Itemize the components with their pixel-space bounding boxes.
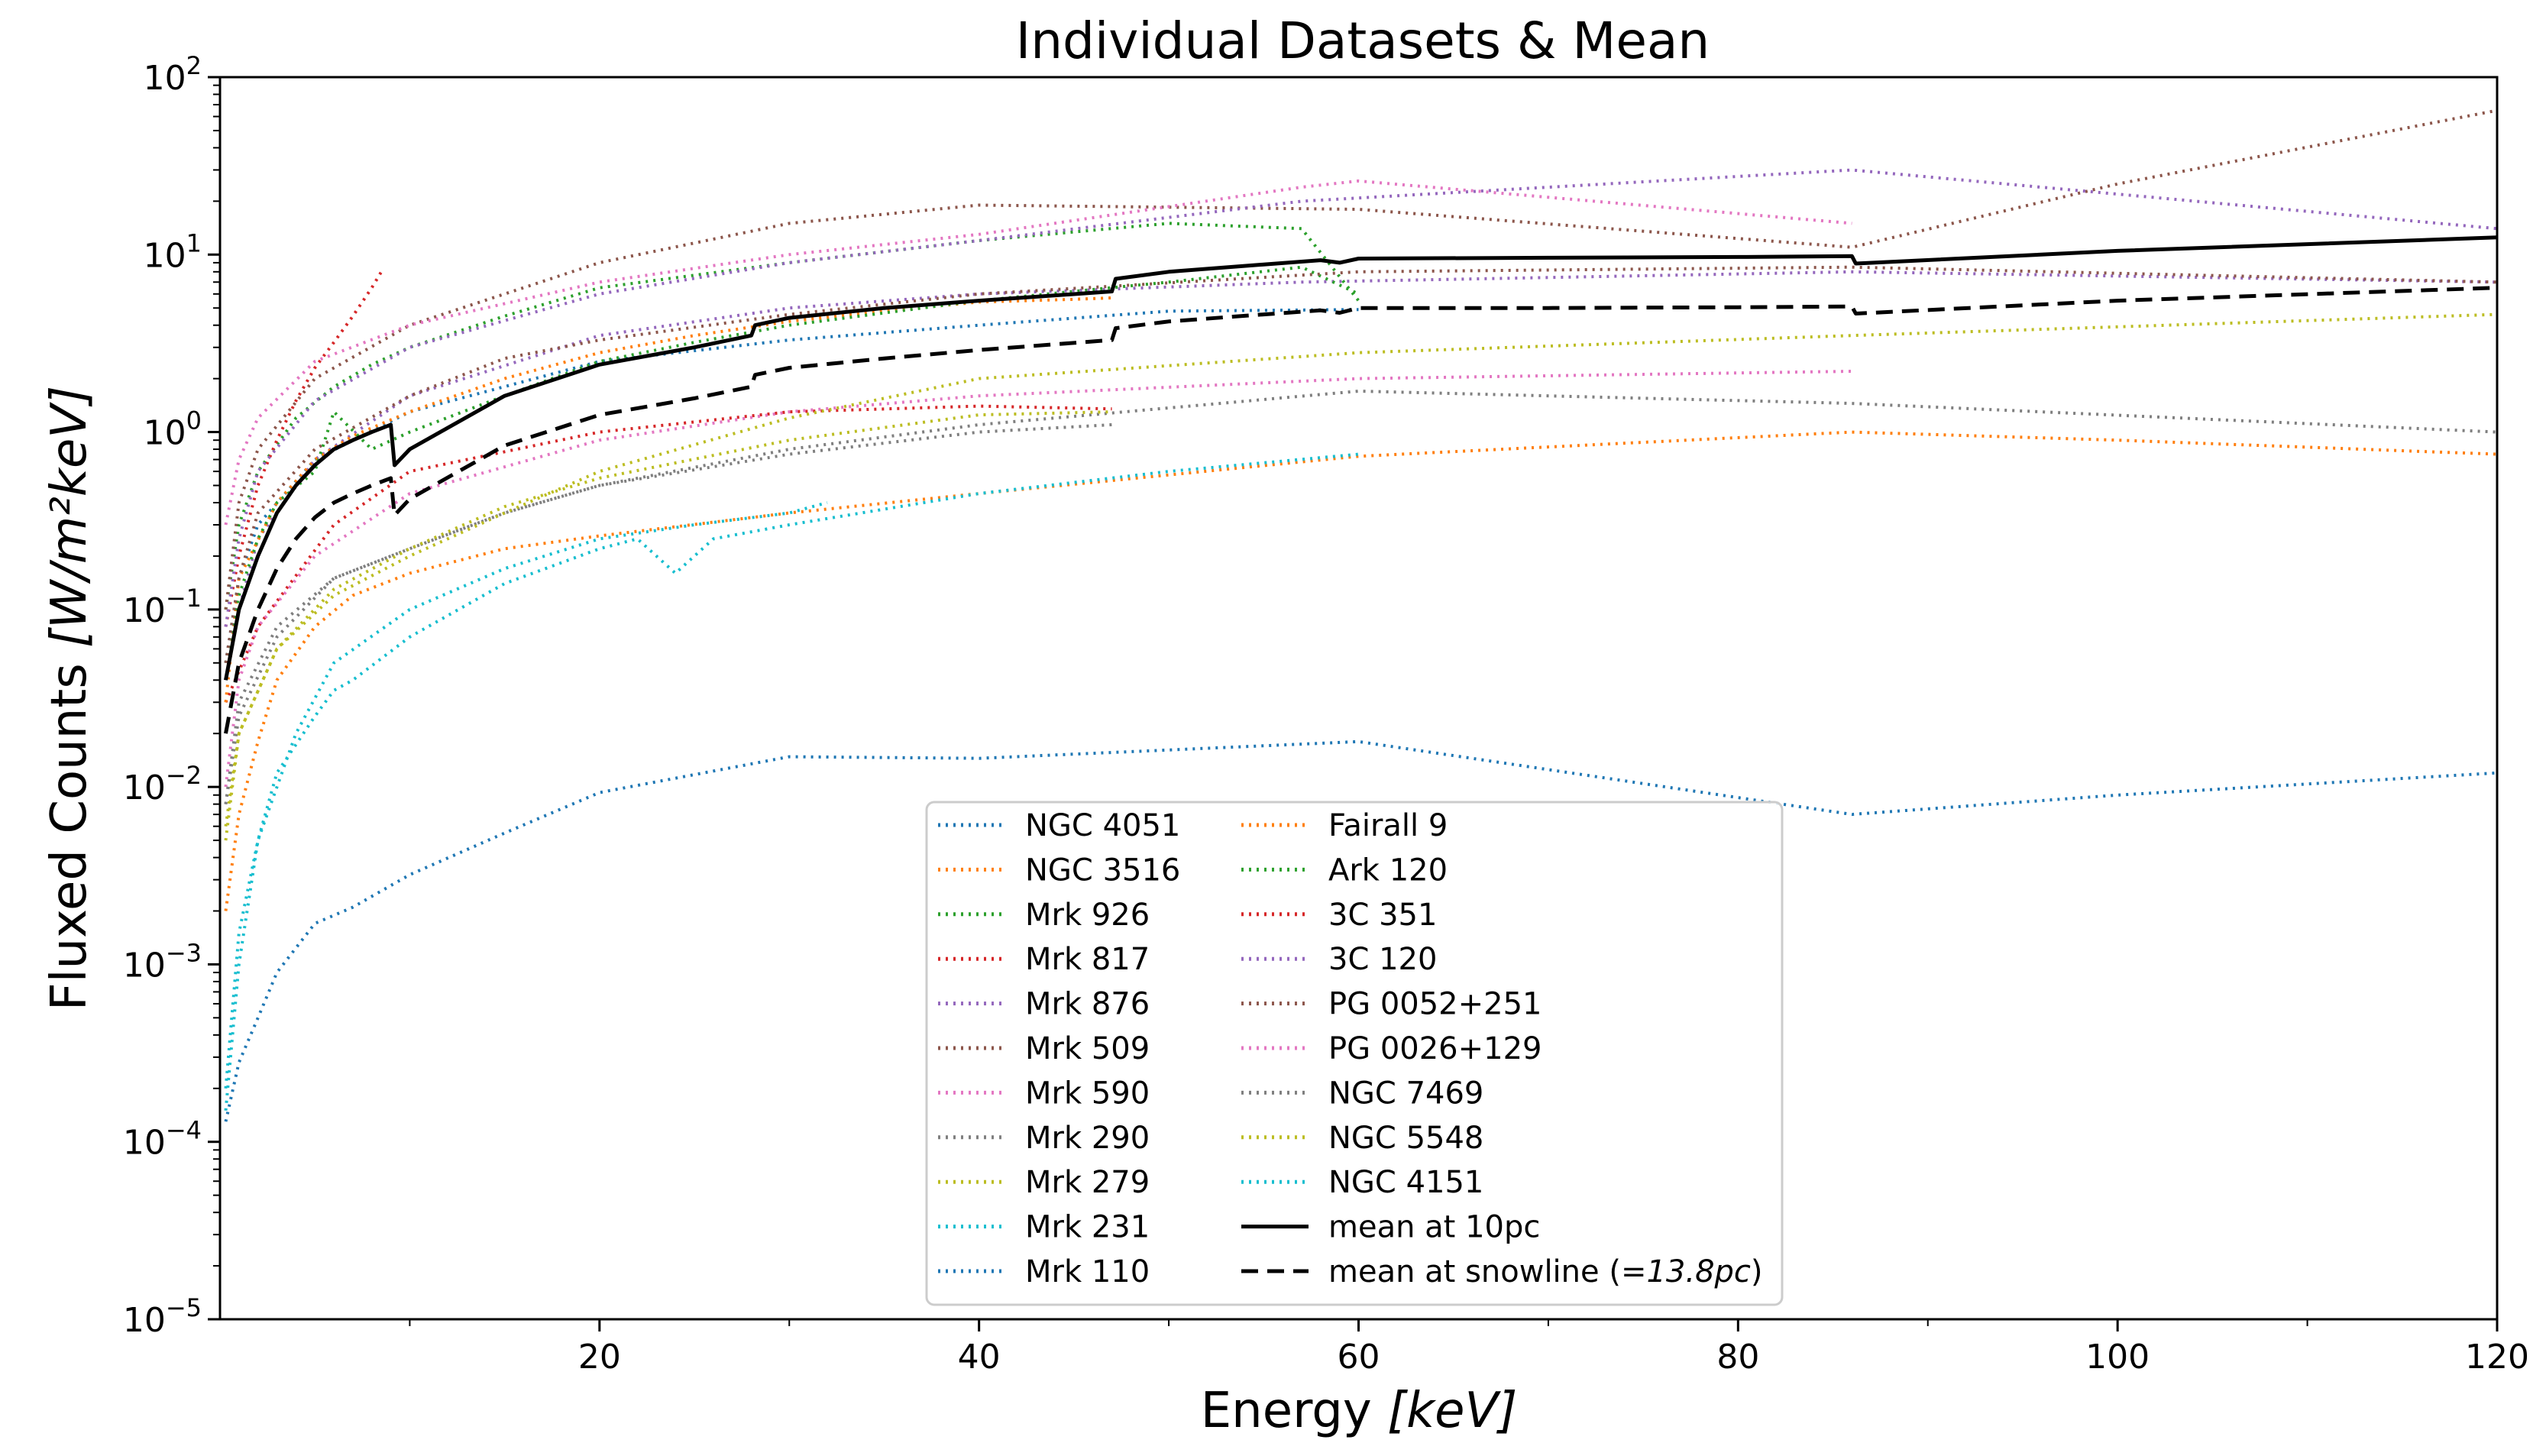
series-line-ngc-4051 [224, 739, 2498, 1122]
series-line-ngc-7469 [224, 423, 1112, 804]
series-layer [224, 108, 2498, 1122]
legend-label-pg-0052-251: PG 0052+251 [1328, 987, 1542, 1022]
series-line-pg-0052-251 [224, 265, 2498, 664]
series-line-mrk-279 [224, 312, 2498, 841]
y-tick-label: 10−3 [123, 938, 202, 985]
y-tick-label: 10−5 [123, 1293, 202, 1340]
x-tick-label: 60 [1338, 1338, 1380, 1377]
series-line-3c-351 [224, 270, 383, 627]
y-axis-label: Fluxed Counts [W/m²keV] [41, 386, 98, 1011]
x-tick-label: 120 [2465, 1338, 2529, 1377]
series-line-mrk-876 [224, 270, 2498, 681]
legend-label-ngc-4151: NGC 4151 [1328, 1165, 1483, 1200]
legend-label-fairall-9: Fairall 9 [1328, 808, 1448, 843]
x-tick-label: 80 [1716, 1338, 1759, 1377]
legend-label-mrk-231: Mrk 231 [1025, 1210, 1150, 1245]
series-line-mrk-509 [224, 108, 2498, 610]
legend-box [925, 801, 1784, 1306]
x-tick-label: 40 [958, 1338, 1001, 1377]
legend-label-pg-0026-129: PG 0026+129 [1328, 1031, 1542, 1066]
series-line-pg-0026-129 [224, 179, 1852, 526]
legend-label-mrk-817: Mrk 817 [1025, 942, 1150, 977]
series-line-mean-at-10pc [224, 235, 2498, 681]
y-axis: 10−5 10−4 10−3 10−2 10−1 100 101 102 [123, 51, 220, 1340]
y-axis-label-main: Fluxed Counts [41, 648, 98, 1011]
legend-label-mrk-279: Mrk 279 [1025, 1165, 1150, 1200]
x-axis-label: Energy [keV] [1201, 1383, 1518, 1439]
y-tick-label: 10−1 [123, 584, 202, 630]
legend-label-mrk-110: Mrk 110 [1025, 1254, 1150, 1289]
series-line-ngc-4151 [224, 501, 828, 1089]
legend-label-mrk-926: Mrk 926 [1025, 898, 1150, 933]
legend-label-ngc-4051: NGC 4051 [1025, 808, 1180, 843]
x-axis-label-main: Energy [1201, 1383, 1387, 1439]
y-axis-label-unit: [W/m²keV] [41, 386, 98, 648]
legend-label-mean-at-10pc: mean at 10pc [1328, 1210, 1540, 1245]
legend-label-mrk-590: Mrk 590 [1025, 1076, 1150, 1111]
series-line-mrk-590 [224, 370, 1852, 788]
y-tick-label: 101 [144, 228, 202, 275]
chart-title: Individual Datasets & Mean [1016, 11, 1710, 70]
legend-label-mrk-509: Mrk 509 [1025, 1031, 1150, 1066]
legend-label-mrk-876: Mrk 876 [1025, 987, 1150, 1022]
legend-label-3c-351: 3C 351 [1328, 898, 1437, 933]
legend-label-ngc-5548: NGC 5548 [1328, 1121, 1483, 1156]
y-tick-label: 10−2 [123, 761, 202, 807]
legend-label-ngc-7469: NGC 7469 [1328, 1076, 1483, 1111]
series-line-mrk-290 [224, 390, 2498, 804]
x-axis: 20 40 60 80 100 120 [409, 1319, 2529, 1377]
x-axis-label-unit: [keV] [1387, 1383, 1517, 1439]
series-line-mrk-817 [224, 404, 1112, 704]
legend-label-mrk-290: Mrk 290 [1025, 1121, 1150, 1156]
series-line-ngc-5548 [224, 410, 1112, 827]
legend-label-3c-120: 3C 120 [1328, 942, 1437, 977]
y-tick-label: 10−4 [123, 1116, 202, 1163]
y-tick-label: 102 [144, 51, 202, 98]
x-tick-label: 20 [578, 1338, 621, 1377]
x-tick-label: 100 [2085, 1338, 2150, 1377]
legend-label-ngc-3516: NGC 3516 [1025, 853, 1180, 888]
legend-label-ark-120: Ark 120 [1328, 853, 1448, 888]
legend-label-mean-at-snowline-13-8pc: mean at snowline (=13.8pc) [1328, 1254, 1763, 1289]
y-tick-label: 100 [144, 406, 202, 453]
series-line-mean-at-snowline-13-8pc [224, 286, 2498, 734]
legend: NGC 4051 NGC 3516 Mrk 926 Mrk 817 Mrk 876 Mrk… [925, 801, 1784, 1306]
